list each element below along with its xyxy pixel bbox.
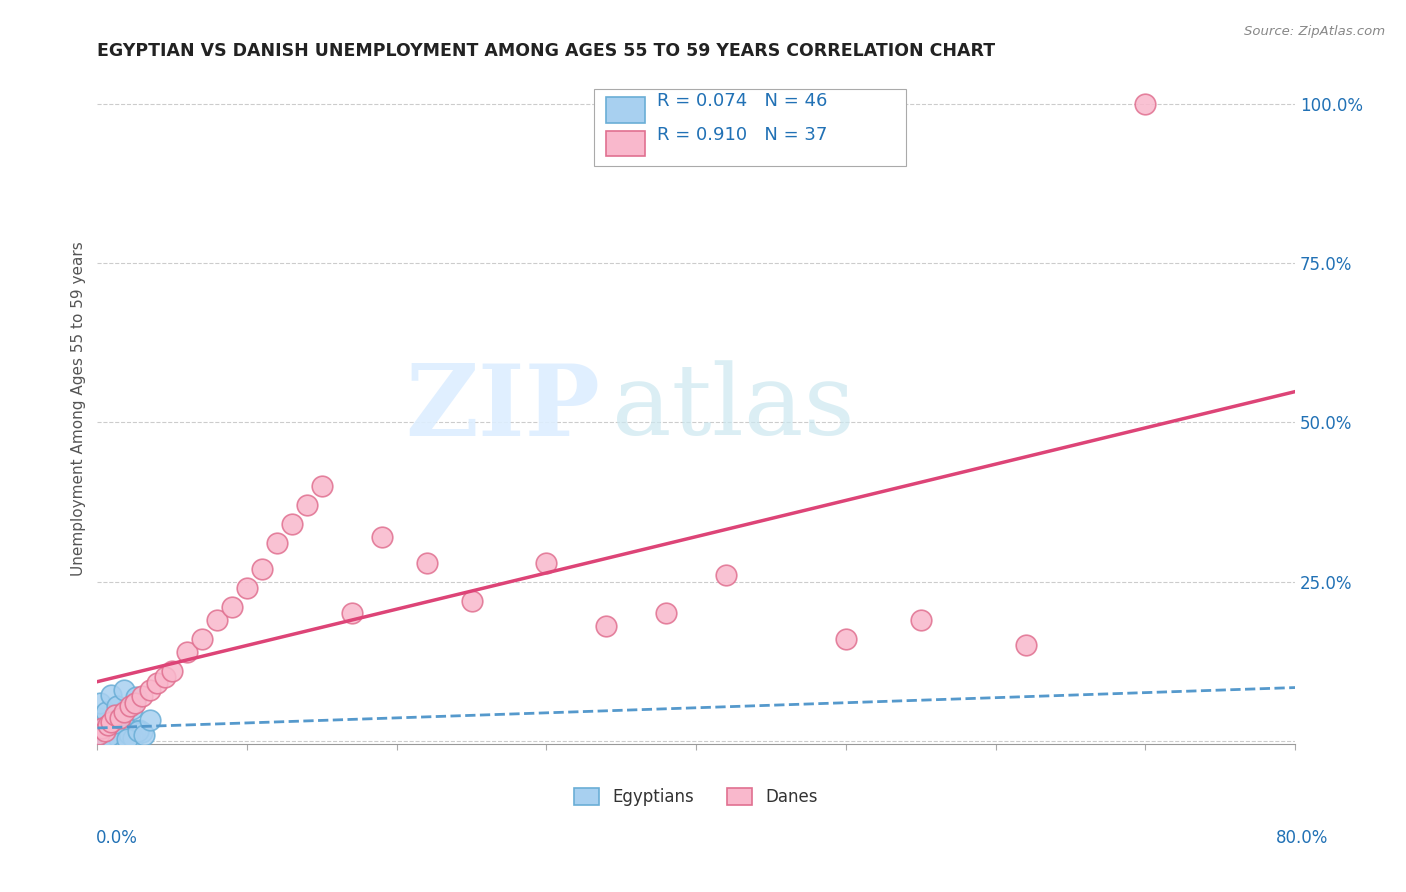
Point [311, 479, 333, 493]
Point [89, 696, 111, 710]
Point [460, 593, 482, 607]
Text: EGYPTIAN VS DANISH UNEMPLOYMENT AMONG AGES 55 TO 59 YEARS CORRELATION CHART: EGYPTIAN VS DANISH UNEMPLOYMENT AMONG AG… [97, 42, 995, 60]
Point [221, 600, 243, 615]
Point [98, 729, 121, 743]
Point [118, 727, 141, 741]
Point [96, 718, 118, 732]
Point [128, 723, 150, 737]
Point [108, 708, 131, 723]
Text: 0.0%: 0.0% [96, 829, 138, 847]
Point [910, 613, 932, 627]
Point [595, 619, 617, 633]
Point [250, 562, 273, 576]
Point [90, 721, 112, 735]
Point [176, 645, 198, 659]
Point [415, 556, 437, 570]
Point [112, 682, 135, 697]
Point [371, 530, 394, 544]
Point [87, 731, 110, 745]
Text: R = 0.910   N = 37: R = 0.910 N = 37 [657, 126, 827, 144]
Point [205, 613, 228, 627]
Point [98, 724, 121, 739]
Point [104, 721, 127, 735]
Point [132, 728, 155, 742]
Point [127, 724, 149, 739]
Point [101, 722, 124, 736]
Point [87, 711, 110, 725]
FancyBboxPatch shape [606, 97, 645, 123]
Text: R = 0.074   N = 46: R = 0.074 N = 46 [657, 92, 827, 110]
Point [120, 698, 142, 713]
Text: 80.0%: 80.0% [1277, 829, 1329, 847]
Point [87, 727, 110, 741]
Point [295, 498, 318, 512]
Point [94, 720, 117, 734]
Point [153, 670, 176, 684]
Point [122, 731, 145, 746]
Point [100, 688, 122, 702]
Point [146, 676, 169, 690]
Point [108, 711, 131, 725]
Point [835, 632, 858, 646]
Point [112, 726, 135, 740]
FancyBboxPatch shape [595, 89, 905, 167]
Point [131, 689, 153, 703]
Point [125, 690, 148, 705]
Point [100, 714, 122, 729]
Point [191, 632, 214, 646]
Point [105, 723, 128, 738]
Point [90, 729, 112, 743]
Point [121, 702, 143, 716]
Point [100, 728, 122, 742]
Point [107, 730, 129, 744]
Point [266, 536, 288, 550]
Point [105, 698, 128, 713]
Point [110, 727, 132, 741]
Point [714, 568, 737, 582]
Legend: Egyptians, Danes: Egyptians, Danes [568, 781, 825, 813]
Text: atlas: atlas [613, 360, 855, 456]
FancyBboxPatch shape [606, 131, 645, 156]
Point [104, 708, 127, 723]
Point [139, 682, 162, 697]
Point [90, 732, 112, 747]
Point [117, 731, 139, 746]
Point [124, 696, 146, 710]
Point [340, 607, 363, 621]
Point [103, 731, 125, 746]
Point [101, 731, 124, 746]
Point [655, 607, 678, 621]
Point [120, 731, 142, 745]
Point [96, 705, 118, 719]
Point [160, 664, 183, 678]
Point [108, 729, 131, 743]
Point [87, 723, 110, 737]
Text: Source: ZipAtlas.com: Source: ZipAtlas.com [1244, 25, 1385, 38]
Point [236, 581, 259, 595]
Point [114, 720, 136, 734]
Point [139, 714, 162, 728]
Text: ZIP: ZIP [405, 359, 600, 457]
Point [112, 705, 135, 719]
Point [94, 729, 117, 743]
Point [94, 724, 117, 739]
Point [97, 732, 120, 747]
Point [91, 730, 114, 744]
Point [104, 715, 127, 730]
Point [281, 517, 304, 532]
Point [97, 718, 120, 732]
Point [111, 716, 134, 731]
Point [131, 725, 153, 739]
Y-axis label: Unemployment Among Ages 55 to 59 years: Unemployment Among Ages 55 to 59 years [72, 241, 86, 575]
Point [1014, 638, 1036, 652]
Point [117, 731, 139, 746]
Point [1135, 97, 1157, 112]
Point [89, 714, 111, 729]
Point [124, 724, 146, 739]
Point [89, 727, 111, 741]
Point [536, 556, 558, 570]
